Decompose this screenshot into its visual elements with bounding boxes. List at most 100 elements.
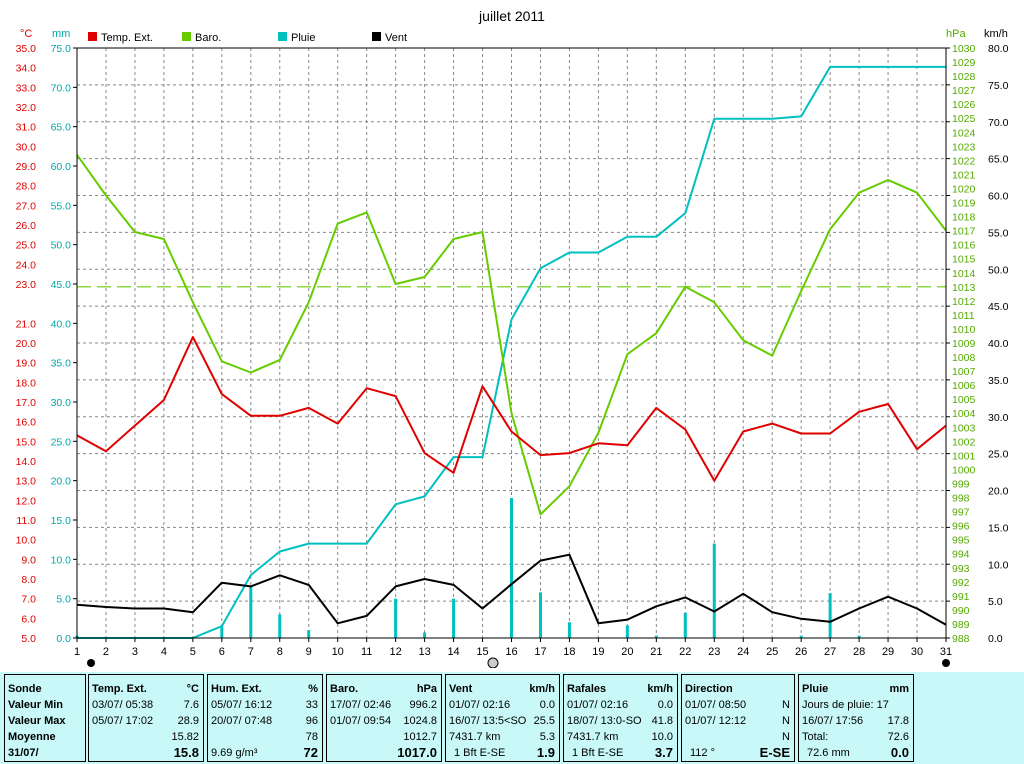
temp-tick-28.0: 28.0 [16,181,37,193]
x-tick-label-30: 30 [911,646,923,658]
wind-tick-10.0: 10.0 [988,559,1009,571]
stats-humidity: Hum. Ext.% 05/07/ 16:12 33 20/07/ 07:48 96… [207,674,323,762]
temp-tick-35.0: 35.0 [16,43,37,55]
baro-tick-997: 997 [952,507,970,519]
temp-min-value: 7.6 [183,699,199,711]
wind-tick-50.0: 50.0 [988,264,1009,276]
rafales-distance: 7431.7 km [567,731,619,743]
baro-tick-988: 988 [952,633,970,645]
rain-tick-50.0: 50.0 [51,240,72,252]
rain-bar-day-14 [452,598,456,638]
hum-absolute: 9.69 g/m³ [211,747,258,759]
temp-tick-15.0: 15.0 [16,436,37,448]
x-tick-label-5: 5 [190,646,196,658]
vent-min-value: 0.0 [539,699,555,711]
temp-title: Temp. Ext. [92,683,147,695]
wind-tick-55.0: 55.0 [988,227,1009,239]
scroll-end-marker[interactable] [942,659,950,667]
baro-tick-1020: 1020 [952,183,976,195]
stats-baro: Baro. hPa 17/07/ 02:46 996.2 01/07/ 09:54 1… [326,674,442,762]
baro-tick-1001: 1001 [952,450,976,462]
baro-tick-991: 991 [952,591,970,603]
x-tick-label-13: 13 [418,646,430,658]
temp-tick-20.0: 20.0 [16,338,37,350]
x-tick-label-16: 16 [505,646,517,658]
wind-tick-15.0: 15.0 [988,522,1009,534]
scroll-mid-marker[interactable] [487,657,499,668]
temp-tick-13.0: 13.0 [16,476,37,488]
rain-tick-35.0: 35.0 [51,358,72,370]
rafales-min-value: 0.0 [657,699,673,711]
direction-max-value: N [782,715,790,727]
temp-tick-6.0: 6.0 [21,613,36,625]
stats-rafales: Rafales km/h 01/07/ 02:16 0.0 18/07/ 13:0-… [563,674,678,762]
baro-min-time: 17/07/ 02:46 [330,699,392,711]
rafales-unit: km/h [647,683,673,695]
baro-tick-1008: 1008 [952,352,976,364]
rain-bar-day-17 [538,592,542,638]
temp-tick-31.0: 31.0 [16,122,37,134]
temp-tick-18.0: 18.0 [16,377,37,389]
rain-bar-day-9 [307,630,311,638]
pluie-title: Pluie [802,683,829,695]
legend-entry-pluie: Pluie [278,32,315,44]
baro-min-value: 996.2 [409,699,437,711]
vent-beaufort: 1 Bft E-SE [454,747,506,759]
legend-entry-temp: Temp. Ext. [88,32,153,44]
hum-max-value: 96 [305,715,318,727]
vent-unit: km/h [529,683,555,695]
pluie-days: Jours de pluie: 17 [802,699,889,711]
series-lines [76,65,947,639]
vent-current: 1.9 [536,745,555,760]
x-tick-label-29: 29 [882,646,894,658]
x-tick-label-28: 28 [853,646,865,658]
baro-tick-1006: 1006 [952,380,976,392]
wind-tick-35.0: 35.0 [988,375,1009,387]
x-tick-label-1: 1 [74,646,80,658]
vent-average: 5.3 [539,731,555,743]
baro-unit: hPa [416,683,437,695]
temp-tick-25.0: 25.0 [16,240,37,252]
label-min: Valeur Min [8,699,64,711]
baro-tick-1030: 1030 [952,43,976,55]
baro-current: 1017.0 [397,745,437,760]
pluie-month: 72.6 mm [807,747,850,759]
stats-temp: Temp. Ext. °C 03/07/ 05:38 7.6 05/07/ 17:0… [88,674,204,762]
x-tick-label-19: 19 [592,646,604,658]
scroll-start-marker[interactable] [87,659,95,667]
svg-text:Baro.: Baro. [195,32,221,44]
rain-tick-55.0: 55.0 [51,200,72,212]
baro-tick-1023: 1023 [952,141,976,153]
x-tick-label-31: 31 [940,646,952,658]
wind-tick-45.0: 45.0 [988,301,1009,313]
x-tick-label-14: 14 [447,646,459,658]
wind-tick-5.0: 5.0 [988,596,1003,608]
hum-max-time: 20/07/ 07:48 [211,715,273,727]
rain-tick-65.0: 65.0 [51,122,72,134]
temp-tick-16.0: 16.0 [16,417,37,429]
baro-tick-1009: 1009 [952,338,976,350]
pluie-total-label: Total: [802,731,829,743]
x-tick-label-21: 21 [650,646,662,658]
baro-tick-1025: 1025 [952,113,976,125]
baro-tick-1012: 1012 [952,296,976,308]
baro-tick-1005: 1005 [952,394,976,406]
rain-tick-45.0: 45.0 [51,279,72,291]
baro-tick-1015: 1015 [952,254,976,266]
rain-bar-day-27 [828,593,832,638]
temp-tick-11.0: 11.0 [16,515,36,527]
rain-tick-70.0: 70.0 [51,82,72,94]
baro-max-time: 01/07/ 09:54 [330,715,392,727]
rain-bar-day-13 [423,632,427,638]
baro-tick-1004: 1004 [952,408,976,420]
temp-current: 15.8 [173,745,199,760]
series-line-baro [76,154,947,516]
baro-tick-1010: 1010 [952,324,976,336]
hum-current: 72 [303,745,318,760]
temp-tick-32.0: 32.0 [16,102,37,114]
temp-tick-5.0: 5.0 [21,633,36,645]
rain-axis-unit: mm [52,28,70,40]
rain-tick-60.0: 60.0 [51,161,72,173]
label-max: Valeur Max [8,715,66,727]
rain-tick-15.0: 15.0 [51,515,72,527]
